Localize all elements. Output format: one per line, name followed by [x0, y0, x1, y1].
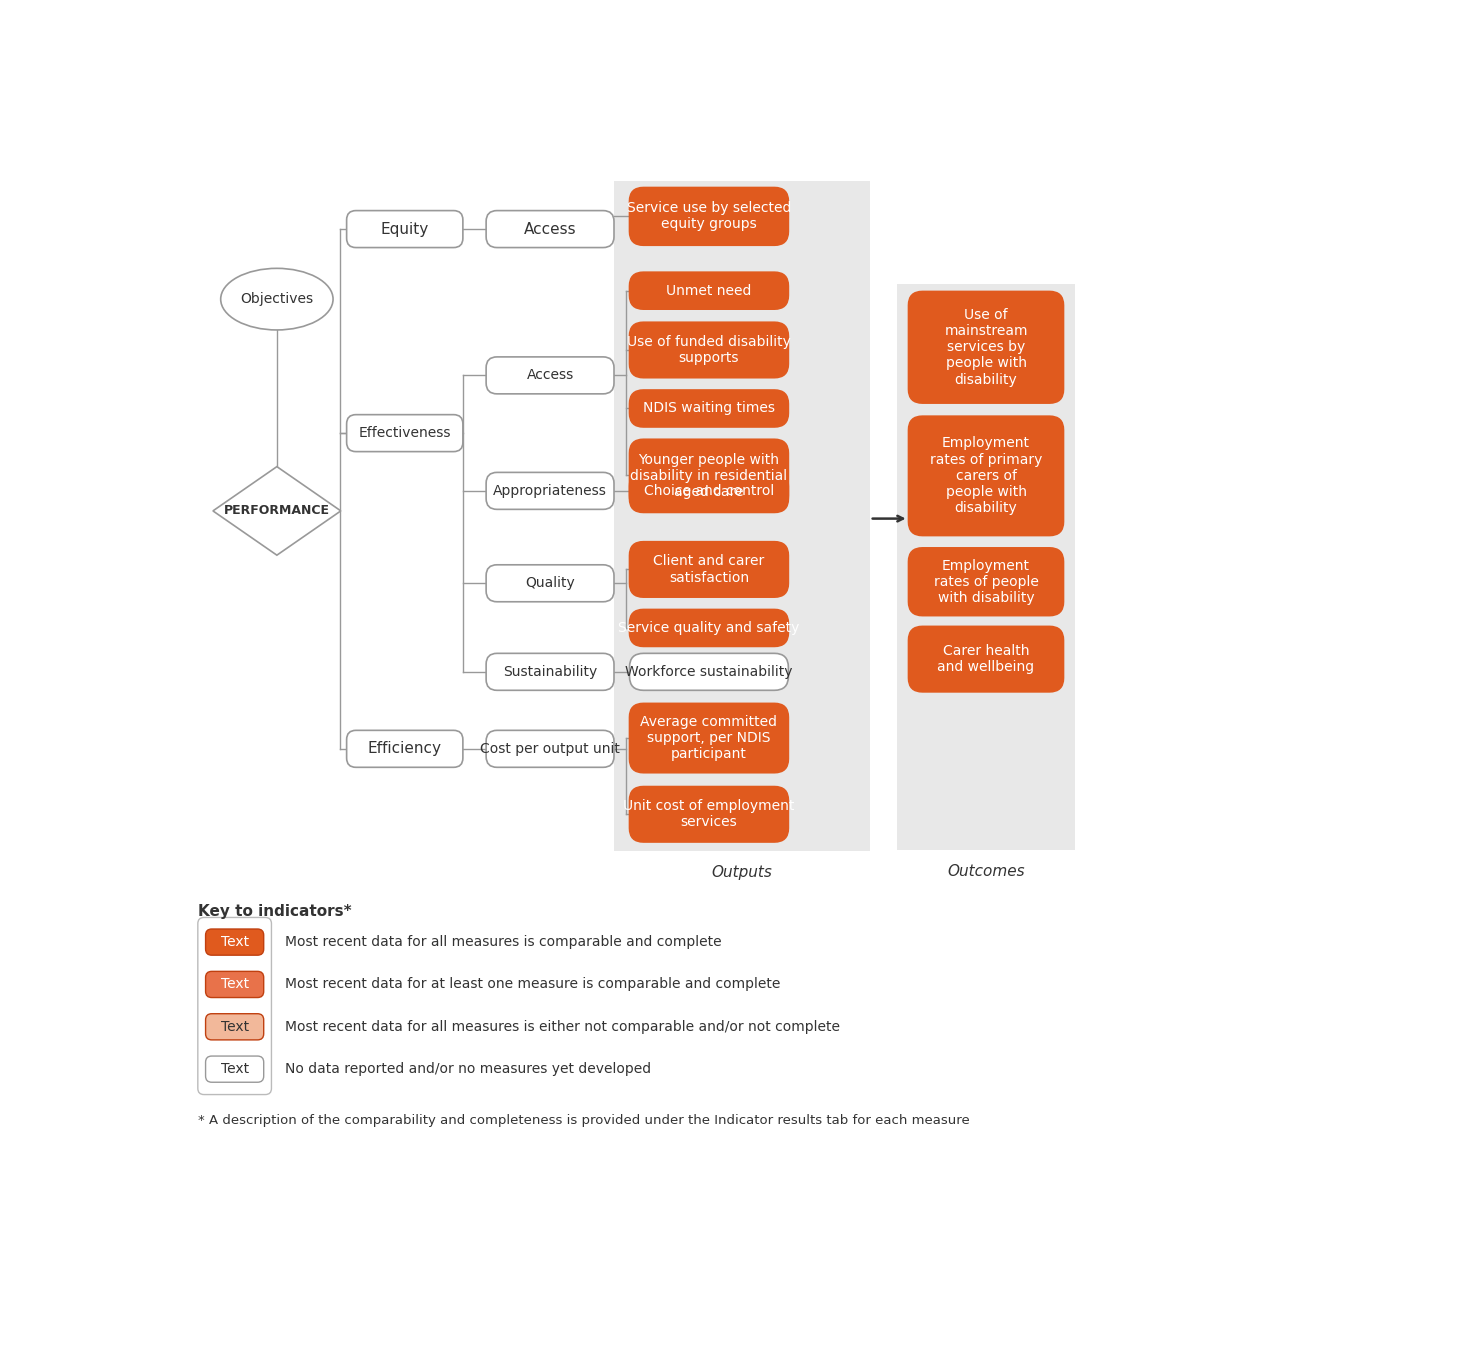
FancyBboxPatch shape [630, 703, 788, 773]
Ellipse shape [221, 269, 332, 330]
Text: Employment
rates of people
with disability: Employment rates of people with disabili… [934, 559, 1039, 606]
Text: Effectiveness: Effectiveness [359, 426, 452, 440]
FancyBboxPatch shape [347, 730, 463, 767]
FancyBboxPatch shape [485, 358, 613, 393]
Text: Most recent data for all measures is either not comparable and/or not complete: Most recent data for all measures is eit… [285, 1019, 840, 1034]
FancyBboxPatch shape [206, 1056, 263, 1082]
Text: No data reported and/or no measures yet developed: No data reported and/or no measures yet … [285, 1062, 652, 1077]
Text: Text: Text [221, 936, 249, 949]
FancyBboxPatch shape [630, 473, 788, 510]
Text: NDIS waiting times: NDIS waiting times [643, 401, 775, 415]
FancyBboxPatch shape [630, 390, 788, 427]
Text: Client and carer
satisfaction: Client and carer satisfaction [653, 555, 765, 585]
Text: Service use by selected
equity groups: Service use by selected equity groups [627, 201, 791, 232]
Text: Service quality and safety: Service quality and safety [618, 621, 800, 634]
Text: Outputs: Outputs [712, 866, 772, 881]
Text: Objectives: Objectives [240, 292, 313, 306]
Bar [613, 181, 869, 851]
FancyBboxPatch shape [630, 188, 788, 245]
Text: Equity: Equity [381, 222, 430, 237]
Text: Outcomes: Outcomes [947, 863, 1025, 878]
Text: Unmet need: Unmet need [666, 284, 752, 297]
Text: Access: Access [524, 222, 577, 237]
FancyBboxPatch shape [630, 541, 788, 597]
Text: Text: Text [221, 1062, 249, 1077]
FancyBboxPatch shape [485, 211, 613, 248]
Text: Use of
mainstream
services by
people with
disability: Use of mainstream services by people wit… [944, 308, 1028, 386]
Text: Choice and control: Choice and control [644, 484, 774, 497]
FancyBboxPatch shape [206, 971, 263, 997]
Text: Efficiency: Efficiency [368, 741, 441, 756]
FancyBboxPatch shape [485, 473, 613, 510]
FancyBboxPatch shape [630, 653, 788, 690]
Text: * A description of the comparability and completeness is provided under the Indi: * A description of the comparability and… [197, 1114, 969, 1126]
Text: Workforce sustainability: Workforce sustainability [625, 664, 793, 678]
FancyBboxPatch shape [485, 653, 613, 690]
FancyBboxPatch shape [206, 1014, 263, 1040]
Text: PERFORMANCE: PERFORMANCE [224, 504, 330, 518]
Text: Appropriateness: Appropriateness [493, 484, 608, 497]
Bar [897, 284, 1075, 849]
FancyBboxPatch shape [347, 415, 463, 452]
FancyBboxPatch shape [206, 929, 263, 955]
Text: Employment
rates of primary
carers of
people with
disability: Employment rates of primary carers of pe… [930, 437, 1041, 515]
Text: Key to indicators*: Key to indicators* [197, 904, 352, 919]
Text: Younger people with
disability in residential
aged care: Younger people with disability in reside… [631, 452, 787, 499]
FancyBboxPatch shape [347, 211, 463, 248]
FancyBboxPatch shape [197, 918, 272, 1095]
Polygon shape [213, 467, 341, 555]
FancyBboxPatch shape [909, 626, 1064, 692]
Text: Unit cost of employment
services: Unit cost of employment services [624, 799, 794, 829]
FancyBboxPatch shape [909, 292, 1064, 403]
FancyBboxPatch shape [630, 440, 788, 512]
Text: Carer health
and wellbeing: Carer health and wellbeing [937, 644, 1034, 674]
FancyBboxPatch shape [909, 416, 1064, 536]
FancyBboxPatch shape [630, 786, 788, 843]
Text: Average committed
support, per NDIS
participant: Average committed support, per NDIS part… [640, 715, 778, 762]
Text: Text: Text [221, 1019, 249, 1034]
Text: Sustainability: Sustainability [503, 664, 597, 678]
FancyBboxPatch shape [630, 273, 788, 310]
Text: Cost per output unit: Cost per output unit [480, 741, 619, 756]
FancyBboxPatch shape [909, 548, 1064, 615]
Text: Most recent data for at least one measure is comparable and complete: Most recent data for at least one measur… [285, 977, 781, 992]
Text: Use of funded disability
supports: Use of funded disability supports [627, 334, 791, 364]
Text: Access: Access [527, 369, 574, 382]
FancyBboxPatch shape [630, 322, 788, 378]
Text: Most recent data for all measures is comparable and complete: Most recent data for all measures is com… [285, 936, 722, 949]
FancyBboxPatch shape [485, 730, 613, 767]
Text: Text: Text [221, 977, 249, 992]
FancyBboxPatch shape [485, 564, 613, 601]
Text: Quality: Quality [525, 577, 575, 590]
FancyBboxPatch shape [630, 610, 788, 647]
